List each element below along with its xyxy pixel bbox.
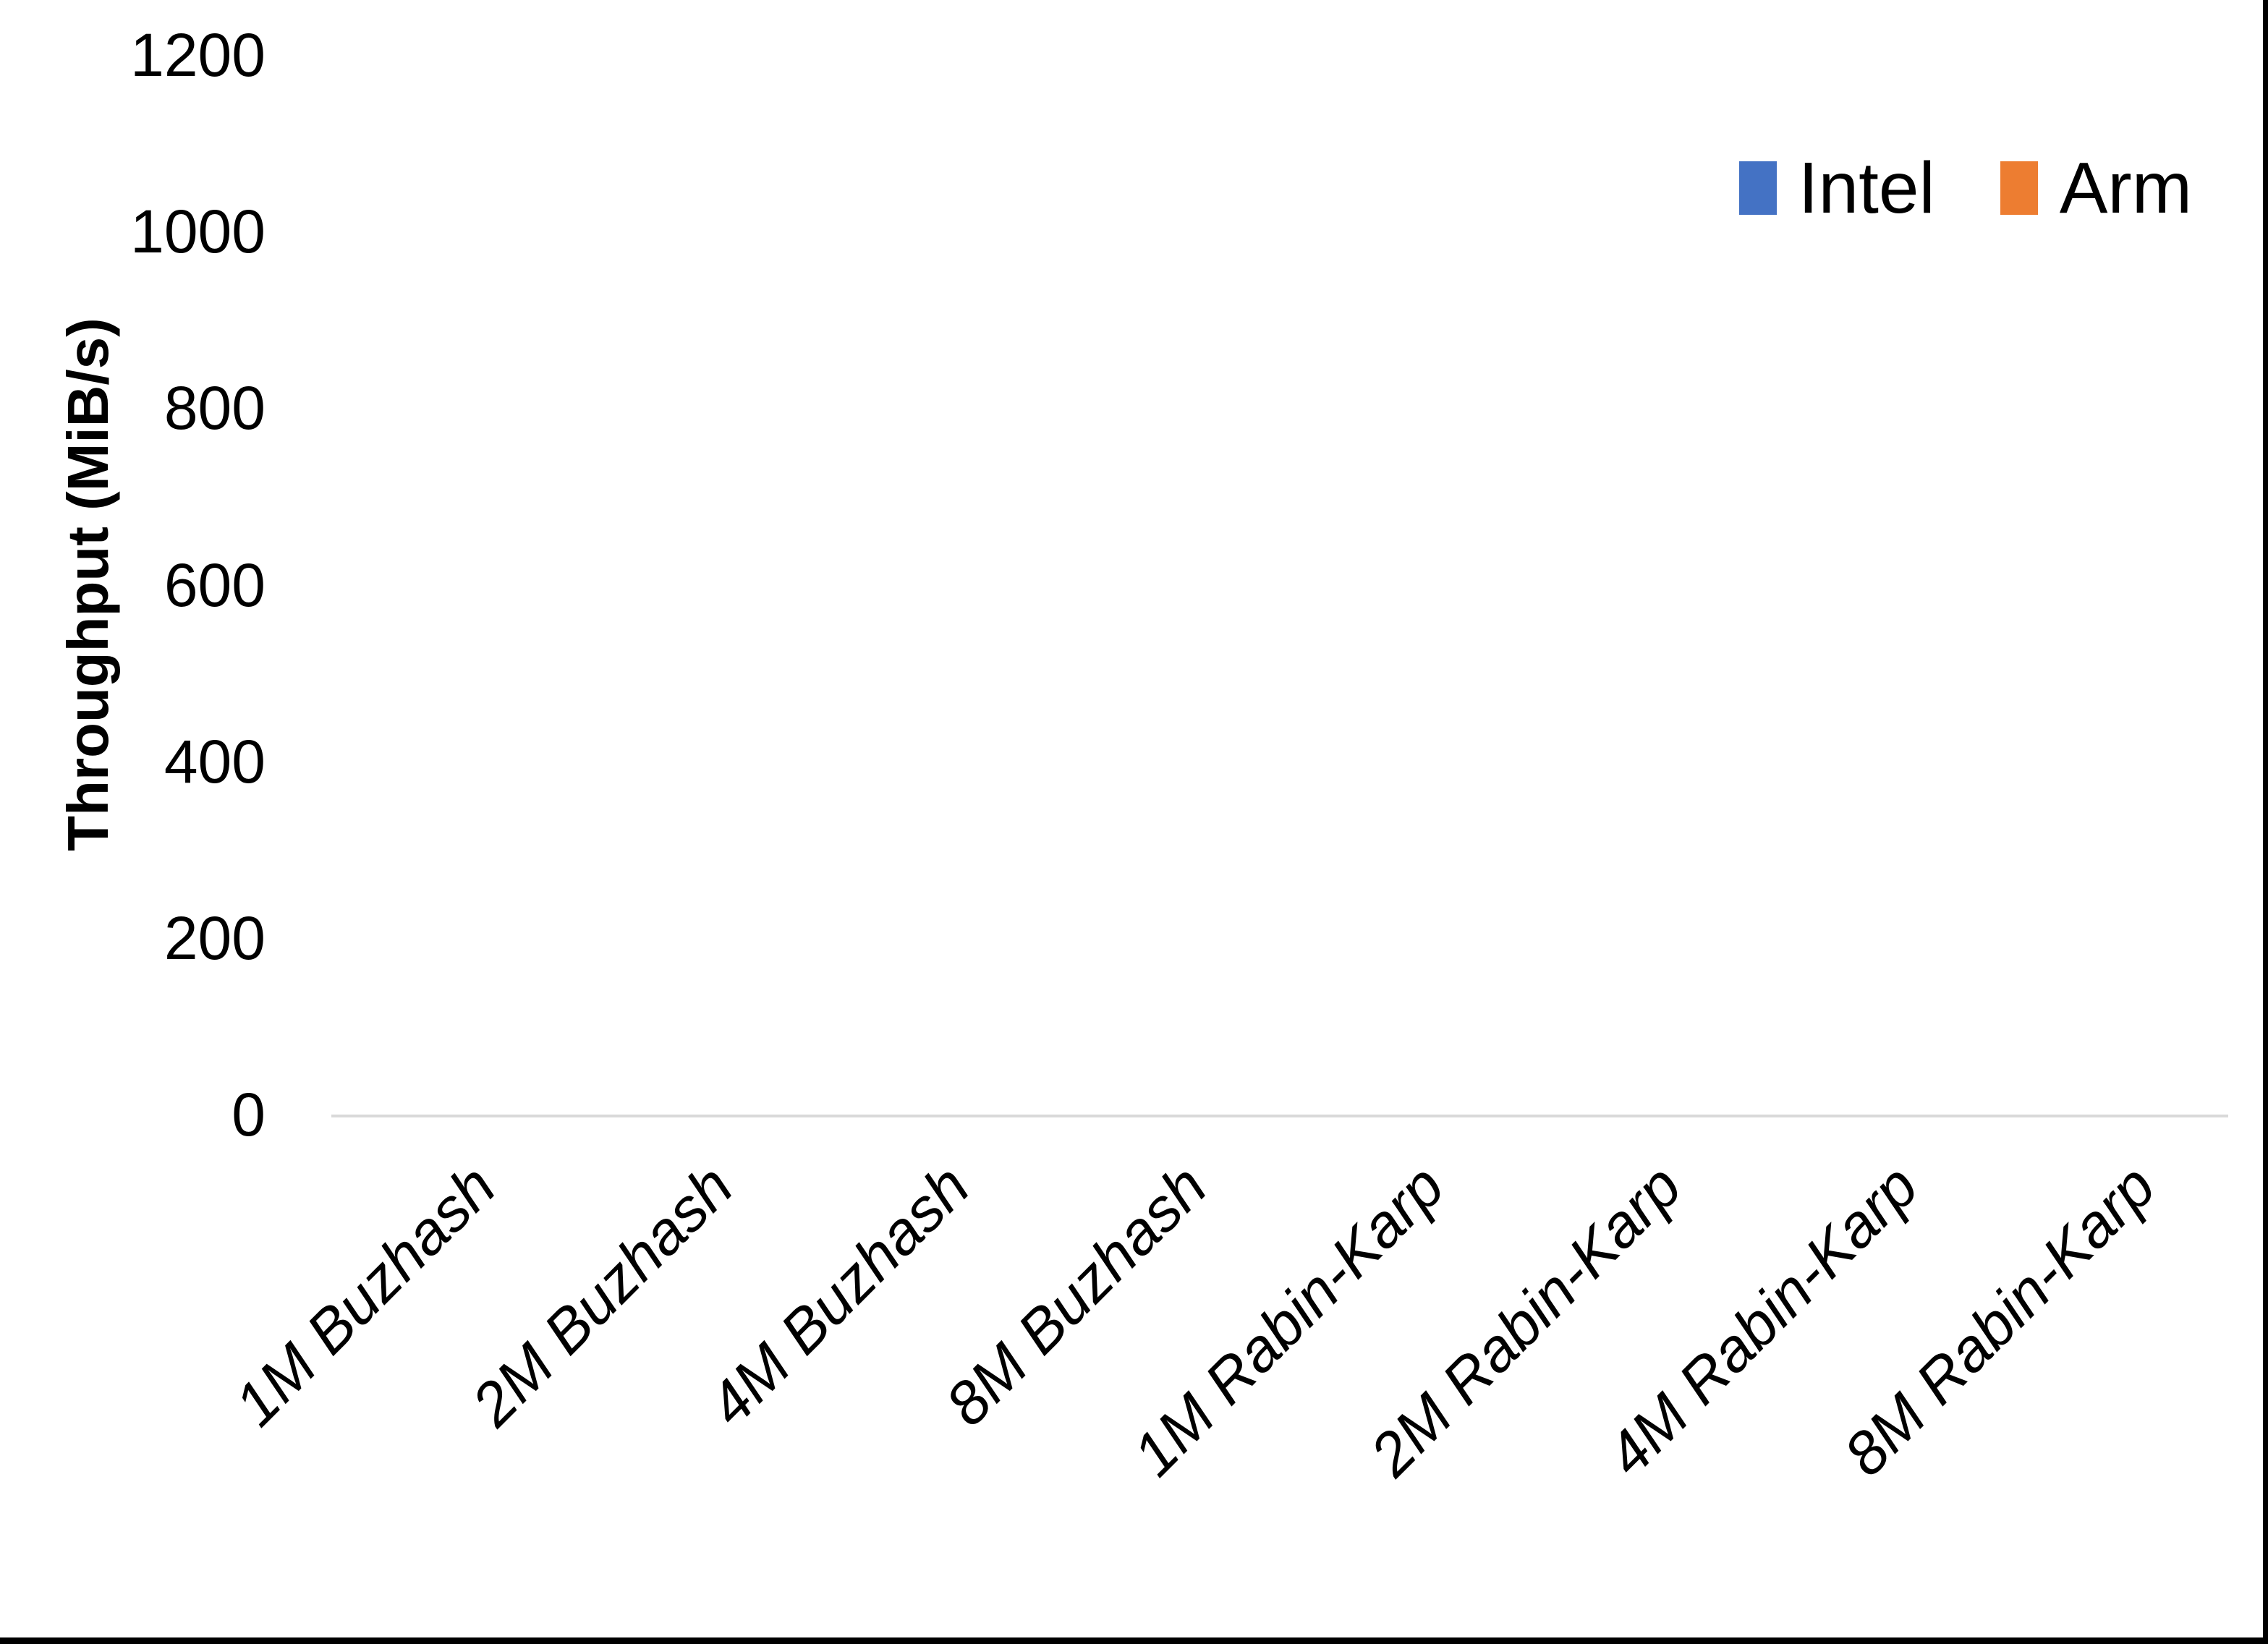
plot-area bbox=[331, 55, 2228, 1117]
y-axis-title: Throughput (MiB/s) bbox=[56, 318, 120, 851]
y-tick-label-1200: 1200 bbox=[130, 21, 266, 89]
y-tick-label-600: 600 bbox=[163, 550, 266, 619]
legend-item-arm: Arm bbox=[2000, 145, 2192, 231]
y-tick-label-800: 800 bbox=[163, 374, 266, 443]
right-frame-border bbox=[2263, 0, 2268, 1644]
y-tick-label-1000: 1000 bbox=[130, 197, 266, 266]
y-tick-label-200: 200 bbox=[163, 903, 266, 972]
legend-swatch-arm bbox=[2000, 161, 2038, 215]
y-tick-label-400: 400 bbox=[163, 727, 266, 796]
legend: Intel Arm bbox=[1738, 145, 2192, 231]
bottom-frame-border bbox=[0, 1637, 2268, 1644]
y-tick-label-0: 0 bbox=[232, 1081, 266, 1149]
legend-item-intel: Intel bbox=[1738, 145, 1935, 231]
legend-swatch-intel bbox=[1738, 161, 1777, 215]
legend-label-intel: Intel bbox=[1798, 148, 1935, 229]
legend-label-arm: Arm bbox=[2059, 148, 2192, 229]
